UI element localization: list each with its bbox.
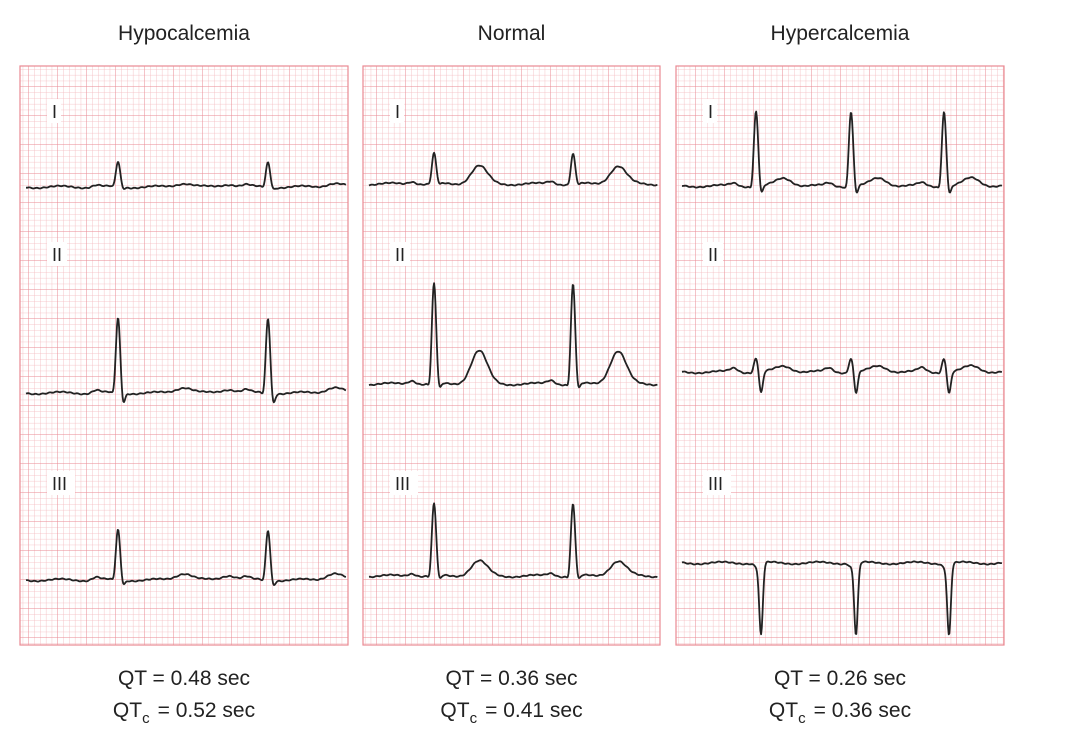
qt-value: QT = 0.36 sec	[445, 667, 577, 690]
qtc-rest: = 0.36 sec	[814, 699, 911, 722]
ecg-grid	[19, 65, 349, 646]
lead-label-box	[390, 471, 418, 495]
ecg-trace	[681, 357, 1003, 394]
ecg-trace	[25, 161, 347, 190]
qtc-value: QTc = 0.41 sec	[440, 699, 582, 727]
ecg-grid	[675, 65, 1005, 646]
lead-label: III	[395, 474, 410, 494]
lead-label-box	[703, 242, 723, 266]
panel-title: Hypocalcemia	[118, 22, 250, 45]
ecg-trace	[368, 151, 658, 187]
lead-label-box	[703, 471, 731, 495]
qtc-sub: c	[798, 710, 806, 727]
ecg-trace	[681, 110, 1003, 194]
lead-label-box	[390, 99, 404, 123]
lead-label-box	[47, 99, 61, 123]
lead-label: II	[52, 245, 62, 265]
lead-label: III	[52, 474, 67, 494]
qtc-main: QT	[113, 699, 142, 722]
lead-label: II	[395, 245, 405, 265]
lead-label-box	[390, 242, 410, 266]
lead-label-box	[703, 99, 717, 123]
qtc-value: QTc = 0.36 sec	[769, 699, 911, 727]
qt-value: QT = 0.26 sec	[774, 667, 906, 690]
qtc-sub: c	[142, 710, 150, 727]
ecg-trace	[25, 317, 347, 404]
lead-label: I	[708, 102, 713, 122]
ecg-trace	[681, 560, 1003, 636]
ecg-trace	[368, 282, 658, 389]
panel-title: Hypercalcemia	[771, 22, 910, 45]
qtc-main: QT	[440, 699, 469, 722]
panel-title: Normal	[478, 22, 546, 45]
qt-value: QT = 0.48 sec	[118, 667, 250, 690]
qtc-rest: = 0.52 sec	[158, 699, 255, 722]
lead-label: II	[708, 245, 718, 265]
lead-label-box	[47, 242, 67, 266]
qtc-main: QT	[769, 699, 798, 722]
ecg-trace	[25, 529, 347, 586]
qtc-rest: = 0.41 sec	[485, 699, 582, 722]
lead-label: I	[52, 102, 57, 122]
ecg-trace	[368, 502, 658, 579]
lead-label: III	[708, 474, 723, 494]
lead-label-box	[47, 471, 75, 495]
ecg-grid	[362, 65, 661, 646]
qtc-sub: c	[470, 710, 478, 727]
qtc-value: QTc = 0.52 sec	[113, 699, 255, 727]
lead-label: I	[395, 102, 400, 122]
